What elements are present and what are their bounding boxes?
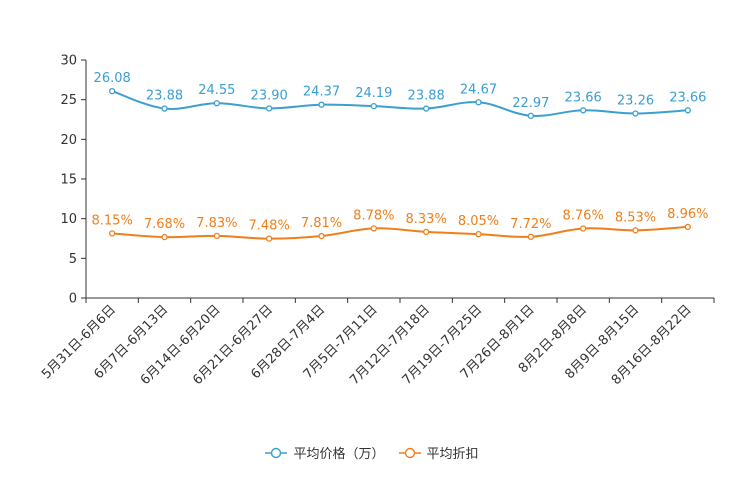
- y-tick-label: 20: [60, 133, 77, 148]
- data-label: 7.72%: [510, 217, 551, 232]
- data-label: 7.83%: [196, 216, 237, 231]
- data-label: 8.15%: [92, 213, 133, 228]
- legend: 平均价格（万） 平均折扣: [0, 443, 744, 462]
- data-label: 23.90: [251, 88, 288, 103]
- line-chart: 0510152025305月31日-6月6日6月7日-6月13日6月14日-6月…: [39, 54, 715, 388]
- data-point: [423, 228, 430, 236]
- data-point: [423, 105, 430, 112]
- data-label: 22.97: [512, 96, 549, 111]
- series-line: [112, 225, 688, 240]
- data-point: [632, 110, 639, 117]
- legend-marker-icon: [398, 447, 421, 458]
- data-label: 7.81%: [301, 216, 342, 231]
- data-point: [475, 99, 482, 106]
- y-tick-label: 30: [60, 54, 77, 69]
- data-label: 23.66: [669, 90, 706, 105]
- data-label: 24.37: [303, 85, 340, 100]
- legend-marker-icon: [265, 447, 288, 458]
- series-layer: 26.08 23.88 24.55 23.90 24.37 24.19 23.88 24.67…: [92, 71, 708, 242]
- data-point: [684, 223, 691, 231]
- data-point: [580, 225, 587, 232]
- y-tick-label: 5: [69, 252, 77, 267]
- data-point: [318, 101, 325, 108]
- data-label: 8.96%: [667, 207, 708, 222]
- data-point: [161, 233, 168, 241]
- data-label: 8.78%: [353, 208, 394, 223]
- y-tick-label: 0: [69, 292, 77, 307]
- data-point: [370, 225, 377, 232]
- data-point: [632, 227, 639, 234]
- data-point: [266, 235, 273, 242]
- data-label: 26.08: [94, 71, 131, 86]
- data-point: [684, 107, 691, 114]
- data-point: [527, 233, 534, 240]
- data-label: 24.55: [198, 83, 235, 98]
- data-point: [370, 102, 377, 110]
- data-label: 23.66: [565, 90, 602, 105]
- y-tick-label: 10: [60, 212, 77, 227]
- legend-marker-circle: [404, 447, 415, 458]
- data-label: 7.48%: [249, 219, 290, 234]
- legend-item-average-price[interactable]: 平均价格（万）: [265, 443, 385, 462]
- data-point: [213, 232, 220, 240]
- data-point: [318, 232, 325, 240]
- legend-marker-circle: [271, 447, 282, 458]
- data-label: 8.53%: [615, 210, 656, 225]
- series-average-discount: 8.15% 7.68% 7.83% 7.48% 7.81% 8.78% 8.33% 8.05%…: [92, 207, 708, 242]
- data-point: [580, 107, 587, 114]
- y-tick-label: 15: [60, 173, 77, 188]
- data-label: 23.88: [408, 89, 445, 104]
- data-label: 8.05%: [458, 214, 499, 229]
- data-label: 8.76%: [563, 209, 604, 224]
- data-point: [109, 87, 116, 95]
- data-label: 8.33%: [406, 212, 447, 227]
- y-tick-label: 25: [60, 93, 77, 108]
- legend-item-average-discount[interactable]: 平均折扣: [398, 443, 479, 462]
- data-point: [213, 100, 220, 107]
- data-point: [475, 230, 482, 238]
- data-label: 24.19: [355, 86, 392, 101]
- data-label: 24.67: [460, 82, 497, 97]
- legend-label: 平均折扣: [426, 447, 479, 462]
- series-average-price: 26.08 23.88 24.55 23.90 24.37 24.19 23.88 24.67…: [94, 71, 706, 119]
- data-point: [527, 112, 534, 119]
- series-line: [111, 90, 688, 117]
- data-point: [109, 230, 116, 237]
- legend-label: 平均价格（万）: [293, 447, 385, 462]
- data-label: 23.88: [146, 89, 183, 104]
- data-point: [266, 105, 273, 112]
- data-label: 7.68%: [144, 217, 185, 232]
- data-label: 23.26: [617, 93, 654, 108]
- data-point: [161, 105, 168, 112]
